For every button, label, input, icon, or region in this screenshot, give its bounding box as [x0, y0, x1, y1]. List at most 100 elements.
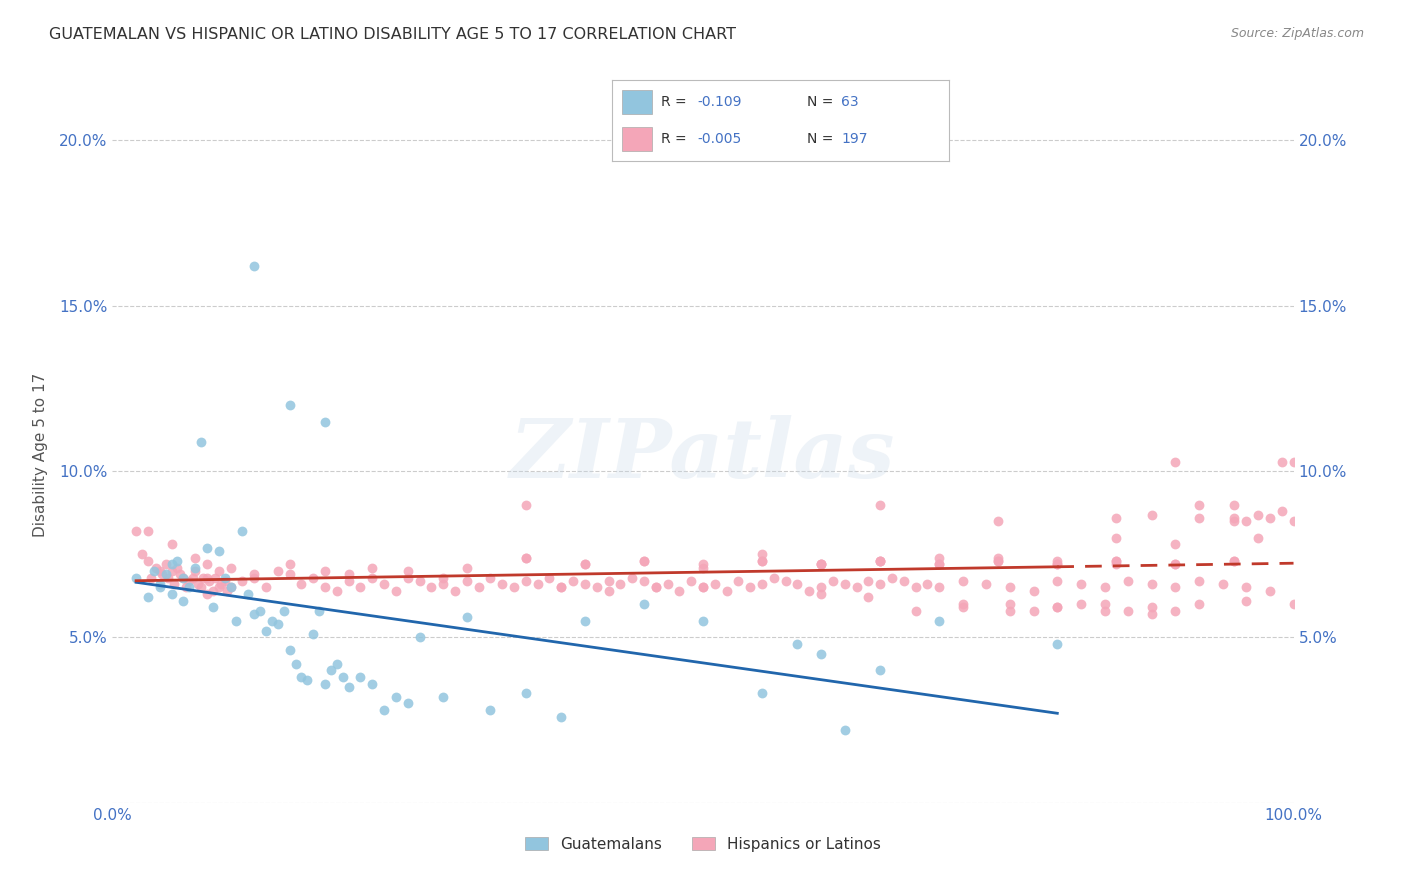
Point — [179, 581, 201, 595]
Point — [136, 591, 159, 605]
Point — [1282, 597, 1305, 611]
Point — [145, 560, 167, 574]
Point — [1164, 454, 1187, 468]
Text: 63: 63 — [841, 95, 859, 109]
Point — [166, 560, 188, 574]
Point — [810, 647, 832, 661]
Point — [692, 560, 714, 574]
Point — [1105, 511, 1128, 525]
Point — [456, 610, 478, 624]
Point — [1258, 583, 1281, 598]
Point — [1070, 597, 1092, 611]
Point — [314, 581, 336, 595]
Point — [1046, 637, 1069, 651]
Point — [1247, 531, 1270, 545]
Point — [998, 604, 1021, 618]
Point — [1046, 554, 1069, 568]
Point — [1046, 574, 1069, 588]
Point — [172, 593, 194, 607]
Point — [515, 574, 537, 588]
Point — [432, 577, 454, 591]
Point — [278, 567, 301, 582]
Point — [150, 567, 173, 582]
Point — [231, 524, 253, 538]
Point — [1140, 577, 1163, 591]
Point — [149, 581, 172, 595]
Point — [160, 537, 183, 551]
Point — [408, 630, 430, 644]
Point — [278, 558, 301, 572]
Point — [456, 574, 478, 588]
Point — [1212, 577, 1234, 591]
Point — [1223, 554, 1246, 568]
Point — [1022, 604, 1045, 618]
Point — [201, 583, 224, 598]
Point — [928, 581, 950, 595]
Point — [1247, 508, 1270, 522]
Point — [214, 574, 236, 588]
Point — [432, 570, 454, 584]
Point — [332, 670, 354, 684]
Point — [1223, 554, 1246, 568]
Point — [215, 583, 238, 598]
Point — [195, 570, 218, 584]
Point — [869, 554, 891, 568]
Point — [1234, 593, 1257, 607]
Point — [987, 514, 1010, 528]
Point — [786, 637, 808, 651]
Point — [169, 567, 191, 582]
Point — [845, 581, 868, 595]
Point — [1164, 604, 1187, 618]
Point — [420, 581, 443, 595]
Point — [1105, 558, 1128, 572]
Point — [1046, 600, 1069, 615]
Point — [1105, 554, 1128, 568]
Point — [195, 541, 218, 555]
Point — [1105, 531, 1128, 545]
Text: N =: N = — [807, 132, 838, 146]
Point — [297, 673, 319, 688]
Point — [668, 583, 690, 598]
Point — [163, 577, 186, 591]
Point — [751, 554, 773, 568]
Point — [208, 581, 231, 595]
Point — [190, 434, 212, 449]
Point — [314, 676, 336, 690]
Bar — [621, 90, 652, 114]
Point — [550, 709, 572, 723]
Point — [373, 577, 395, 591]
Point — [125, 524, 148, 538]
Point — [751, 577, 773, 591]
Point — [644, 581, 666, 595]
Point — [278, 398, 301, 412]
Point — [550, 581, 572, 595]
Point — [190, 581, 212, 595]
Point — [186, 577, 208, 591]
Point — [751, 686, 773, 700]
Point — [633, 597, 655, 611]
Point — [869, 498, 891, 512]
Text: -0.109: -0.109 — [697, 95, 742, 109]
Point — [174, 581, 197, 595]
Y-axis label: Disability Age 5 to 17: Disability Age 5 to 17 — [34, 373, 48, 537]
Text: N =: N = — [807, 95, 838, 109]
Point — [799, 583, 821, 598]
Point — [1140, 508, 1163, 522]
Point — [125, 570, 148, 584]
Point — [657, 577, 679, 591]
Point — [444, 583, 467, 598]
Point — [869, 554, 891, 568]
Point — [775, 574, 797, 588]
Point — [219, 560, 242, 574]
Point — [193, 570, 215, 584]
Point — [550, 581, 572, 595]
Point — [786, 577, 808, 591]
Point — [349, 581, 371, 595]
Point — [644, 581, 666, 595]
Point — [278, 643, 301, 657]
Point — [751, 547, 773, 561]
Point — [373, 703, 395, 717]
Point — [1188, 597, 1211, 611]
Point — [681, 574, 703, 588]
Point — [396, 570, 419, 584]
